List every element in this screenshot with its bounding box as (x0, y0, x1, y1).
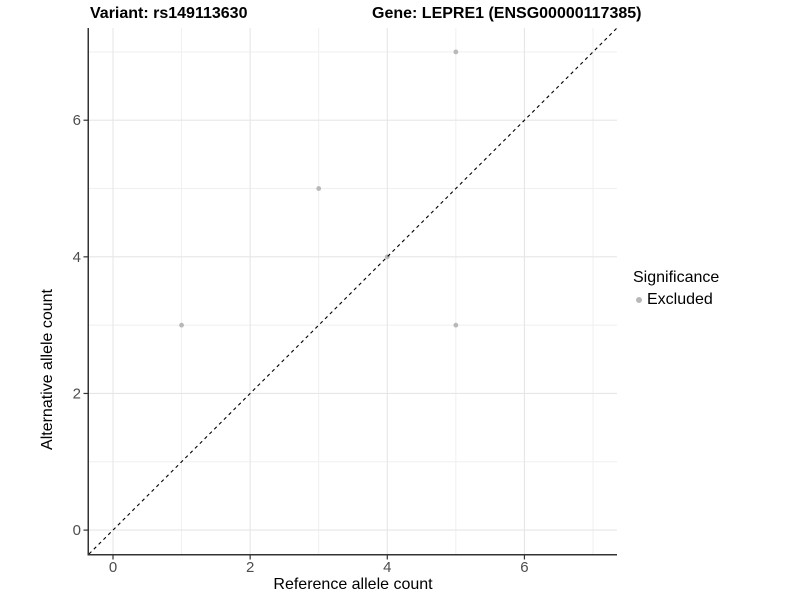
legend-item-label: Excluded (647, 291, 713, 308)
scatter-points (179, 49, 459, 328)
svg-text:0: 0 (109, 559, 117, 576)
svg-text:6: 6 (73, 112, 81, 129)
y-axis-title-text: Alternative allele count (39, 288, 56, 450)
legend-item-excluded: Excluded (631, 291, 719, 309)
svg-text:2: 2 (73, 385, 81, 402)
axis-lines (87, 28, 617, 556)
plot-title-gene: Gene: LEPRE1 (ENSG00000117385) (372, 5, 642, 22)
x-axis-title: Reference allele count (273, 576, 433, 593)
grid-minor-lines (89, 28, 617, 554)
x-axis-tick-labels: 0 2 4 6 (109, 559, 529, 576)
plot-title-variant: Variant: rs149113630 (90, 5, 248, 22)
svg-text:4: 4 (383, 559, 391, 576)
svg-text:0: 0 (73, 522, 81, 539)
y-axis-tick-labels: 0 2 4 6 (73, 112, 81, 539)
legend-title: Significance (633, 269, 720, 286)
svg-text:4: 4 (73, 249, 81, 266)
svg-text:2: 2 (246, 559, 254, 576)
identity-dashed-line (88, 27, 618, 555)
excluded-point-icon (636, 297, 642, 303)
svg-text:6: 6 (520, 559, 528, 576)
grid-major-lines (89, 28, 617, 554)
axis-tick-marks (83, 119, 526, 560)
legend: Significance Excluded (631, 269, 719, 309)
